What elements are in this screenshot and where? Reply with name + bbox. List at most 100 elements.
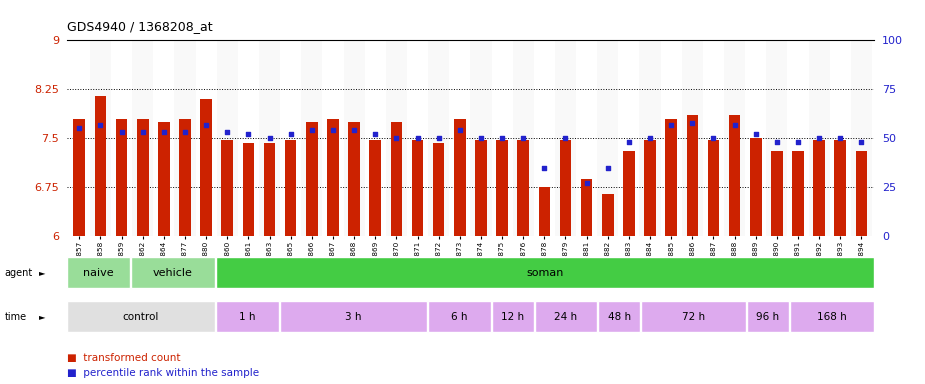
Point xyxy=(854,139,869,145)
Bar xyxy=(264,143,276,236)
Bar xyxy=(158,122,169,236)
Bar xyxy=(216,301,278,332)
Bar xyxy=(90,40,111,236)
Point xyxy=(178,129,192,136)
Text: time: time xyxy=(5,312,27,322)
Point xyxy=(114,129,129,136)
Point xyxy=(684,119,699,126)
Bar xyxy=(201,99,212,236)
Point xyxy=(536,164,551,170)
Bar xyxy=(216,257,874,288)
Bar xyxy=(555,40,576,236)
Bar xyxy=(834,140,846,236)
Bar xyxy=(851,40,872,236)
Bar xyxy=(428,301,491,332)
Text: 96 h: 96 h xyxy=(757,312,780,322)
Point xyxy=(706,135,721,141)
Bar xyxy=(581,179,592,236)
Point xyxy=(664,121,679,127)
Text: ■  transformed count: ■ transformed count xyxy=(67,353,180,363)
Bar xyxy=(137,119,149,236)
Text: soman: soman xyxy=(526,268,563,278)
Point xyxy=(347,127,362,134)
Bar xyxy=(602,194,613,236)
Bar xyxy=(73,119,85,236)
Bar xyxy=(792,151,804,236)
Point xyxy=(643,135,658,141)
Bar xyxy=(94,96,106,236)
Point xyxy=(283,131,298,137)
Text: 3 h: 3 h xyxy=(345,312,362,322)
Bar xyxy=(433,143,445,236)
Text: 168 h: 168 h xyxy=(817,312,846,322)
Bar xyxy=(808,40,830,236)
Bar xyxy=(221,140,233,236)
Bar xyxy=(369,140,381,236)
Bar xyxy=(771,151,783,236)
Bar xyxy=(179,119,191,236)
Bar xyxy=(67,257,130,288)
Bar xyxy=(641,301,746,332)
Bar xyxy=(302,40,323,236)
Bar xyxy=(644,140,656,236)
Bar xyxy=(517,140,529,236)
Bar xyxy=(598,40,618,236)
Bar xyxy=(538,187,550,236)
Point xyxy=(516,135,531,141)
Point xyxy=(93,121,108,127)
Text: 72 h: 72 h xyxy=(682,312,705,322)
Bar xyxy=(132,40,154,236)
Point xyxy=(495,135,510,141)
Bar xyxy=(306,122,317,236)
Point xyxy=(368,131,383,137)
Bar xyxy=(623,151,635,236)
Text: control: control xyxy=(123,312,159,322)
Point xyxy=(622,139,636,145)
Bar xyxy=(747,301,789,332)
Point xyxy=(748,131,763,137)
Bar xyxy=(259,40,280,236)
Bar xyxy=(708,140,720,236)
Bar xyxy=(285,140,297,236)
Point xyxy=(220,129,235,136)
Text: GDS4940 / 1368208_at: GDS4940 / 1368208_at xyxy=(67,20,212,33)
Point xyxy=(156,129,171,136)
Bar xyxy=(130,257,215,288)
Bar xyxy=(766,40,787,236)
Bar xyxy=(790,301,874,332)
Bar xyxy=(750,138,761,236)
Text: 12 h: 12 h xyxy=(501,312,524,322)
Point xyxy=(727,121,742,127)
Point xyxy=(135,129,150,136)
Point xyxy=(262,135,277,141)
Point xyxy=(241,131,256,137)
Point xyxy=(812,135,827,141)
Bar xyxy=(682,40,703,236)
Bar xyxy=(343,40,364,236)
Text: ►: ► xyxy=(39,268,45,277)
Text: naive: naive xyxy=(83,268,114,278)
Text: ■  percentile rank within the sample: ■ percentile rank within the sample xyxy=(67,368,259,378)
Bar xyxy=(349,122,360,236)
Bar xyxy=(475,140,487,236)
Point xyxy=(304,127,319,134)
Point xyxy=(558,135,573,141)
Bar xyxy=(116,119,128,236)
Point xyxy=(600,164,615,170)
Bar xyxy=(560,140,572,236)
Point xyxy=(431,135,446,141)
Bar xyxy=(729,116,740,236)
Point xyxy=(410,135,425,141)
Bar xyxy=(724,40,746,236)
Text: 24 h: 24 h xyxy=(554,312,577,322)
Bar xyxy=(454,119,465,236)
Bar xyxy=(639,40,660,236)
Bar xyxy=(686,116,698,236)
Text: 1 h: 1 h xyxy=(239,312,255,322)
Point xyxy=(199,121,214,127)
Point xyxy=(579,180,594,186)
Bar xyxy=(216,40,238,236)
Bar xyxy=(813,140,825,236)
Point xyxy=(326,127,340,134)
Bar xyxy=(470,40,491,236)
